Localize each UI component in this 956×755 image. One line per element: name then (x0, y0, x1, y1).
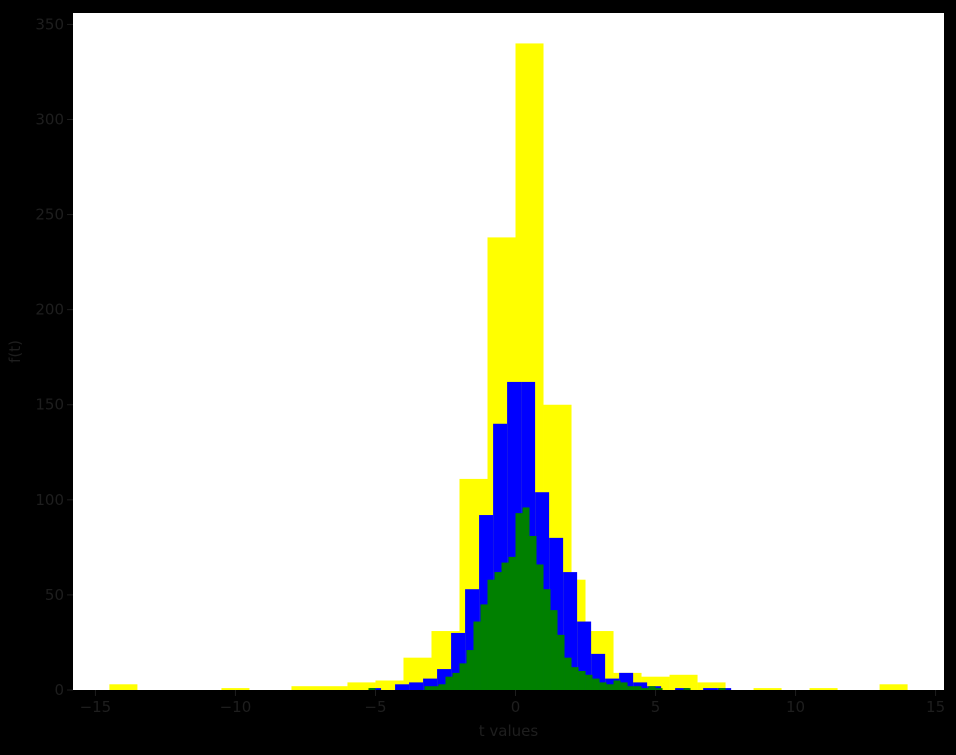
histogram-bar (438, 684, 446, 690)
histogram-bar (221, 688, 250, 690)
histogram-bar (529, 535, 537, 690)
y-tick-label: 250 (35, 206, 64, 224)
histogram-bar (697, 682, 726, 690)
histogram-bar (648, 686, 656, 690)
histogram-bar (487, 579, 495, 690)
histogram-bar (347, 682, 376, 690)
histogram-bar (585, 674, 593, 690)
histogram-bar (564, 657, 572, 690)
histogram-bar (620, 682, 628, 690)
histogram-bar (473, 621, 481, 690)
histogram-bar (809, 688, 838, 690)
y-tick-label: 50 (45, 586, 64, 604)
y-tick-label: 0 (54, 681, 64, 699)
histogram-bar (550, 610, 558, 690)
histogram-bar (703, 688, 718, 690)
x-tick-label: 0 (511, 698, 521, 716)
y-tick-label: 300 (35, 110, 64, 128)
histogram-bar (501, 562, 509, 690)
histogram-bar (368, 688, 376, 690)
histogram-bar (459, 663, 467, 690)
histogram-bar (753, 688, 782, 690)
histogram-bar (718, 688, 726, 690)
x-tick-label: −10 (220, 698, 252, 716)
histogram-bar (375, 680, 404, 690)
histogram-bar (683, 688, 691, 690)
histogram-bar (291, 686, 348, 690)
x-axis-title: t values (479, 722, 539, 740)
histogram-bar (599, 682, 607, 690)
histogram-bar (606, 684, 614, 690)
x-tick-label: 5 (651, 698, 661, 716)
histogram-bar (592, 678, 600, 690)
histogram-bar (508, 556, 516, 690)
histogram-bar (578, 670, 586, 690)
y-tick-label: 200 (35, 301, 64, 319)
y-tick-label: 350 (35, 15, 64, 33)
x-tick-label: −15 (80, 698, 112, 716)
histogram-bar (675, 688, 690, 690)
histogram-bar (431, 686, 439, 690)
histogram-bar (613, 680, 621, 690)
histogram-bar (557, 634, 565, 690)
histogram-bar (466, 650, 474, 690)
histogram-series-layer (109, 43, 908, 691)
histogram-bar (655, 688, 663, 690)
histogram-bar (669, 674, 698, 690)
histogram-bar (452, 672, 460, 690)
histogram-bar (494, 572, 502, 690)
y-axis-title: f(t) (6, 340, 24, 363)
histogram-bar (522, 507, 530, 690)
histogram-bar (571, 667, 579, 690)
histogram-bar (480, 604, 488, 690)
histogram-bar (627, 686, 635, 690)
histogram-bar (445, 676, 453, 690)
histogram-bar (633, 682, 648, 690)
y-tick-label: 150 (35, 396, 64, 414)
histogram-bar (879, 684, 908, 690)
histogram-bar (423, 678, 438, 690)
x-tick-label: 15 (926, 698, 945, 716)
histogram-series-3 (368, 507, 726, 690)
histogram-bar (424, 686, 432, 690)
histogram-bar (395, 684, 410, 690)
histogram-bar (536, 564, 544, 690)
histogram-bar (641, 688, 649, 690)
x-tick-label: 10 (786, 698, 805, 716)
histogram-bar (543, 589, 551, 690)
y-tick-label: 100 (35, 491, 64, 509)
histogram-bar (409, 682, 424, 690)
histogram-bar (515, 513, 523, 690)
x-tick-label: −5 (364, 698, 386, 716)
histogram-bar (634, 686, 642, 690)
histogram-bar (109, 684, 138, 690)
